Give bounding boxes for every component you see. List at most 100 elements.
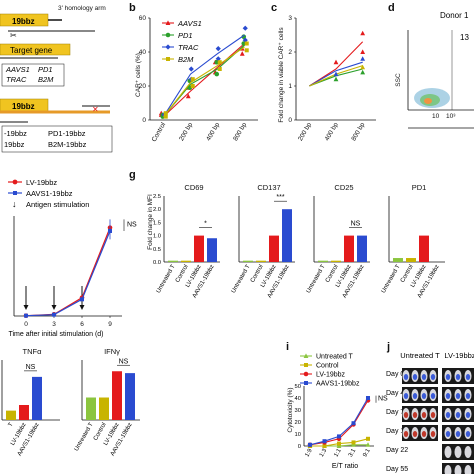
chart-c-point-trac [333,71,339,77]
panel-label-g: g [129,169,136,181]
chart-b-xtick-label: 400 bp [205,121,221,142]
chart-g-title-1: CD137 [257,183,280,192]
bioluminescence-signal [445,412,451,418]
chart-b-line-b2m [163,46,245,117]
bioluminescence-signal [455,431,461,437]
bioluminescence-signal [445,374,451,380]
chart-g-bar [168,260,178,262]
mouse-silhouette [464,446,472,458]
chart-c-xtick-label: 800 bp [350,121,366,142]
chart-h: TNFαTLV-19bbzAAVS1-19bbzNSIFNγUntreated … [1,347,140,457]
bioluminescence-signal [421,412,427,418]
chart-b-ytick-label: 60 [139,15,147,22]
chart-g-bar [207,238,217,262]
chart-b-xtick-label: Control [151,121,168,143]
chart-g-xtick-label: Untreated T [381,264,402,295]
bioluminescence-signal [430,393,436,399]
chart-h-xtick-label: T [8,422,15,428]
chart-h-bar [125,373,135,420]
chart-i-ytick-label: 40 [295,396,301,402]
chart-e-legend-stim: Antigen stimulation [26,200,89,209]
chart-b-legend-marker [165,32,171,38]
panel-label-j: j [386,341,390,353]
imaging-day-label: Day 4 [386,390,404,397]
schematic-19bbz-label-2: 19bbz [12,102,35,111]
chart-b-line-aavs1 [163,43,245,117]
chart-b-point-b2m [244,41,249,46]
bioluminescence-signal [403,412,409,418]
chart-c-xtick-label: 200 bp [297,121,313,142]
antigen-stimulation-arrowhead [51,305,57,310]
chart-e-point [80,297,84,302]
chart-g-title-2: CD25 [334,183,353,192]
imaging-untreated-frame [402,368,438,384]
chart-c-point-aavs1 [360,49,366,54]
chart-i-xlabel: E/T ratio [332,463,358,470]
chart-h-sig-label: NS [26,364,36,371]
chart-g-bar [243,260,253,262]
chart-e-legend-lv: LV-19bbz [26,178,57,187]
chart-g-bar [256,260,266,262]
chart-c-point-pd1 [333,76,339,82]
bioluminescence-signal [445,431,451,437]
chart-h-bar [19,405,29,420]
bioluminescence-signal [430,374,436,380]
chart-c-ylabel: Fold change in viable CAR⁺ cells [278,27,285,123]
chart-b-ytick-label: 40 [139,49,147,56]
construct-label-1: -19bbz [4,129,27,138]
chart-i-point [365,442,371,447]
chart-i-point [351,440,356,445]
chart-b-point-b2m [244,48,249,53]
chart-g-ytick-label: 2.0 [153,207,161,213]
chart-g-bar [357,235,367,262]
panel-label-d: d [388,2,395,14]
bioluminescence-signal [445,393,451,399]
imaging-panel-j: Untreated T LV-19bbz Day 0 Day 4 Day 7 Day … [386,351,474,474]
chart-h-title-0: TNFα [23,347,43,356]
imaging-day-label: Day 10 [386,428,408,435]
mouse-silhouette [454,465,462,474]
schematic-gene-aavs1: AAVS1 [5,65,30,74]
imaging-day-label: Day 22 [386,447,408,454]
chart-i-legend-marker [304,363,308,367]
chart-g-xtick-label: Untreated T [231,264,252,295]
chart-g-sig-label: *** [276,194,284,201]
chart-i-legend-label: Untreated T [316,354,354,361]
chart-g-xtick-label: Untreated T [306,264,327,295]
chart-b-ylabel: CAR⁺ cells (%) [135,53,142,97]
bioluminescence-signal [430,412,436,418]
bioluminescence-signal [412,374,418,380]
flow-plot-value: 13 [460,33,469,42]
chart-i-legend-marker [304,381,308,385]
bioluminescence-signal [403,431,409,437]
chart-e-ns: NS [127,222,137,229]
chart-b-point-trac [215,46,221,52]
chart-i-xtick-label: 1:1 [333,447,343,458]
chart-b-point-b2m [163,111,168,116]
schematic-target-box [0,43,71,56]
blocked-arrow-icon: ✕ [92,105,99,114]
mouse-silhouette [454,446,462,458]
chart-i-ytick-label: 20 [295,420,301,426]
chart-i-ytick-label: 50 [295,384,301,390]
chart-c-ytick-label: 1 [288,83,292,90]
schematic-homology-label: 3' homology arm [58,5,106,12]
chart-b-point-trac [188,66,194,72]
bioluminescence-signal [403,374,409,380]
chart-c-xtick-label: 400 bp [324,121,340,142]
imaging-day-label: Day 7 [386,409,404,416]
imaging-untreated-frame [402,387,438,403]
bioluminescence-signal [421,393,427,399]
chart-b-legend-label: TRAC [178,43,199,52]
chart-i-ns: NS [378,395,388,402]
chart-b-point-trac [215,56,221,62]
chart-g-bar [393,258,403,262]
chart-h-sig-label: NS [119,358,129,365]
chart-i-xtick-label: 1:3 [319,447,329,458]
mouse-silhouette [464,465,472,474]
chart-e-line-0 [25,227,111,317]
chart-i-xtick-label: 9:1 [362,447,372,458]
chart-g-bar [331,260,341,262]
chart-i-point [322,439,327,444]
